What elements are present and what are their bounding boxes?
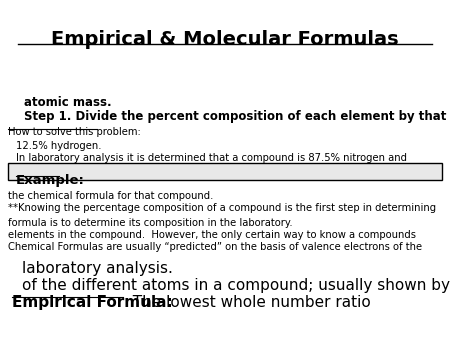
Text: laboratory analysis.: laboratory analysis. xyxy=(22,261,173,276)
Text: The lowest whole number ratio: The lowest whole number ratio xyxy=(123,295,371,310)
Text: Chemical Formulas are usually “predicted” on the basis of valence electrons of t: Chemical Formulas are usually “predicted… xyxy=(8,242,422,252)
Text: How to solve this problem:: How to solve this problem: xyxy=(8,127,141,137)
Text: formula is to determine its composition in the laboratory.: formula is to determine its composition … xyxy=(8,218,292,228)
Text: In laboratory analysis it is determined that a compound is 87.5% nitrogen and: In laboratory analysis it is determined … xyxy=(16,153,407,163)
Text: Empirical Formula:: Empirical Formula: xyxy=(12,295,173,310)
Text: Example:: Example: xyxy=(16,174,85,187)
Text: Empirical & Molecular Formulas: Empirical & Molecular Formulas xyxy=(51,30,399,49)
Text: **Knowing the percentage composition of a compound is the first step in determin: **Knowing the percentage composition of … xyxy=(8,203,436,213)
Text: Step 1. Divide the percent composition of each element by that element’s: Step 1. Divide the percent composition o… xyxy=(24,110,450,123)
Text: the chemical formula for that compound.: the chemical formula for that compound. xyxy=(8,191,213,201)
Text: 12.5% hydrogen.: 12.5% hydrogen. xyxy=(16,141,102,151)
Text: of the different atoms in a compound; usually shown by: of the different atoms in a compound; us… xyxy=(22,278,450,293)
Text: atomic mass.: atomic mass. xyxy=(24,96,112,109)
Bar xyxy=(8,163,442,180)
Text: elements in the compound.  However, the only certain way to know a compounds: elements in the compound. However, the o… xyxy=(8,230,416,240)
